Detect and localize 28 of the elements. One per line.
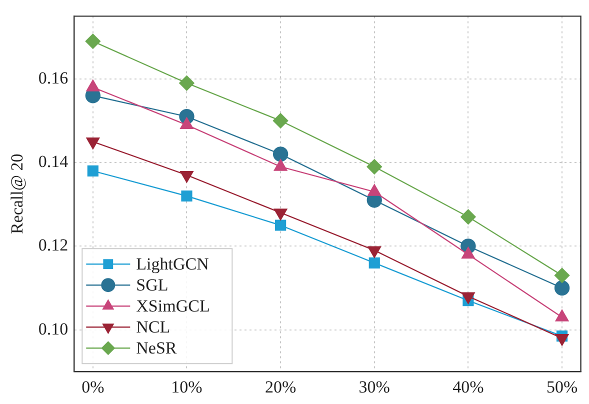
legend-label: SGL [136, 276, 168, 295]
point [554, 268, 570, 284]
point [181, 190, 192, 202]
legend-label: NCL [136, 318, 170, 337]
point [272, 113, 288, 128]
point [366, 159, 382, 174]
point [87, 165, 98, 176]
legend-label: LightGCN [136, 254, 209, 274]
y-tick-label: 0.14 [38, 152, 69, 172]
y-tick-label: 0.12 [38, 236, 68, 255]
x-tick-label: 30% [358, 377, 390, 396]
legend-label: NeSR [136, 338, 178, 358]
point [275, 220, 286, 231]
point [368, 257, 380, 268]
legend-label: XSimGCL [136, 296, 210, 316]
y-axis-title: Recall@ 20 [8, 154, 27, 234]
x-tick-label: 50% [546, 377, 578, 396]
point [460, 209, 476, 224]
point [179, 76, 194, 91]
x-tick-label: 40% [452, 377, 484, 396]
y-tick-label: 0.10 [38, 319, 68, 338]
point [554, 280, 570, 296]
y-tick-label: 0.16 [38, 68, 68, 88]
point [272, 146, 288, 162]
x-tick-label: 20% [264, 377, 296, 396]
x-tick-label: 0% [82, 377, 104, 396]
x-tick-label: 10% [171, 377, 202, 396]
point [85, 34, 101, 49]
